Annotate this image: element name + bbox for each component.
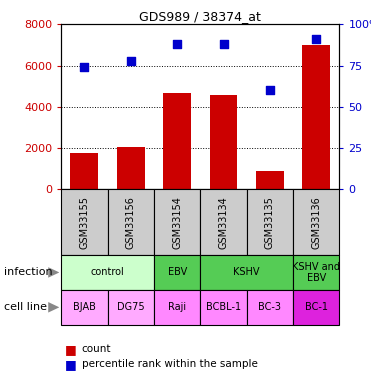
Text: GSM33136: GSM33136 xyxy=(311,196,321,249)
Bar xyxy=(61,290,108,325)
Bar xyxy=(154,255,200,290)
Text: GSM33156: GSM33156 xyxy=(126,196,136,249)
Text: Raji: Raji xyxy=(168,302,186,312)
Text: infection: infection xyxy=(4,267,52,278)
Text: percentile rank within the sample: percentile rank within the sample xyxy=(82,359,257,369)
Text: cell line: cell line xyxy=(4,302,47,312)
Point xyxy=(82,64,88,70)
Text: GSM33154: GSM33154 xyxy=(172,196,182,249)
Bar xyxy=(108,290,154,325)
Text: BC-1: BC-1 xyxy=(305,302,328,312)
Bar xyxy=(293,255,339,290)
Bar xyxy=(210,94,237,189)
Polygon shape xyxy=(48,302,59,313)
Point xyxy=(313,36,319,42)
Text: GSM33135: GSM33135 xyxy=(265,196,275,249)
Point xyxy=(128,58,134,64)
Bar xyxy=(247,189,293,255)
Bar xyxy=(293,189,339,255)
Text: GSM33155: GSM33155 xyxy=(79,196,89,249)
Text: GSM33134: GSM33134 xyxy=(219,196,229,249)
Bar xyxy=(200,290,247,325)
Text: EBV: EBV xyxy=(168,267,187,278)
Polygon shape xyxy=(48,267,59,278)
Text: ■: ■ xyxy=(65,358,77,370)
Bar xyxy=(200,255,293,290)
Bar xyxy=(302,45,330,189)
Bar xyxy=(293,290,339,325)
Text: KSHV and
EBV: KSHV and EBV xyxy=(292,262,340,283)
Text: KSHV: KSHV xyxy=(233,267,260,278)
Bar xyxy=(163,93,191,189)
Text: ■: ■ xyxy=(65,343,77,355)
Bar xyxy=(61,189,108,255)
Bar xyxy=(61,255,154,290)
Point xyxy=(267,87,273,93)
Point xyxy=(220,41,226,47)
Bar xyxy=(108,189,154,255)
Text: DG75: DG75 xyxy=(117,302,145,312)
Text: control: control xyxy=(91,267,124,278)
Bar xyxy=(247,290,293,325)
Bar xyxy=(154,290,200,325)
Bar xyxy=(117,147,145,189)
Bar xyxy=(200,189,247,255)
Point xyxy=(174,41,180,47)
Title: GDS989 / 38374_at: GDS989 / 38374_at xyxy=(139,10,261,23)
Text: BC-3: BC-3 xyxy=(259,302,281,312)
Text: count: count xyxy=(82,344,111,354)
Bar xyxy=(256,171,284,189)
Text: BCBL-1: BCBL-1 xyxy=(206,302,241,312)
Text: BJAB: BJAB xyxy=(73,302,96,312)
Bar xyxy=(154,189,200,255)
Bar xyxy=(70,153,98,189)
